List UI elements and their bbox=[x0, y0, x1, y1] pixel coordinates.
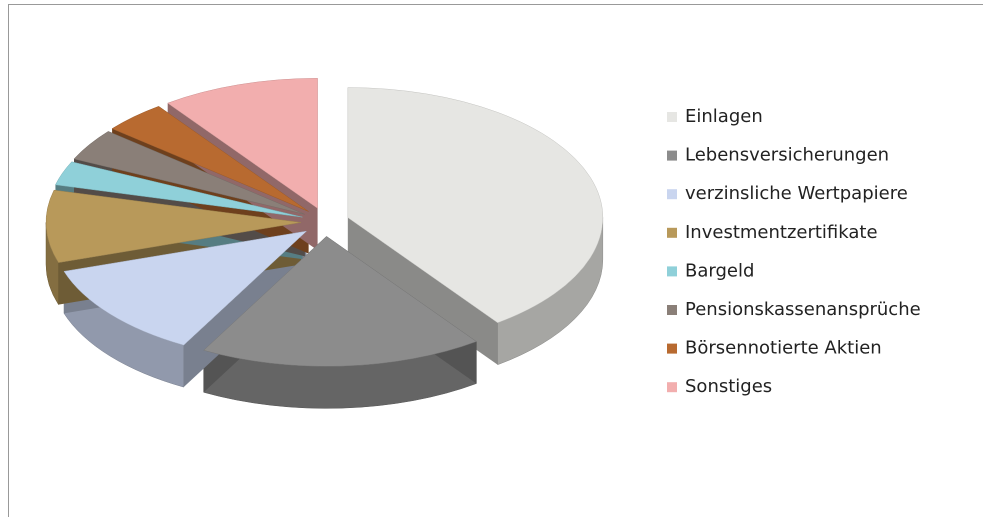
legend-swatch bbox=[667, 112, 677, 122]
slice bbox=[111, 106, 309, 212]
slice-cut bbox=[347, 217, 498, 365]
legend-swatch bbox=[667, 227, 677, 238]
legend-label: verzinsliche Wertpapiere bbox=[685, 183, 908, 204]
legend-swatch bbox=[667, 382, 677, 393]
slice bbox=[45, 189, 302, 263]
slice bbox=[347, 87, 604, 324]
slice bbox=[73, 131, 305, 215]
legend-swatch bbox=[667, 343, 677, 354]
legend-swatch bbox=[667, 266, 677, 277]
chart-frame bbox=[8, 4, 983, 517]
legend-label: Lebensversicherungen bbox=[685, 145, 889, 166]
legend-label: Börsennotierte Aktien bbox=[685, 338, 882, 359]
legend-swatch bbox=[667, 189, 677, 200]
legend-label: Pensionskassenansprüche bbox=[685, 299, 921, 320]
slice bbox=[63, 230, 308, 346]
legend-label: Investmentzertifikate bbox=[685, 222, 878, 243]
slice bbox=[203, 236, 477, 367]
slice bbox=[55, 161, 303, 218]
legend-swatch bbox=[667, 150, 677, 161]
legend-label: Einlagen bbox=[685, 106, 763, 127]
legend-label: Bargeld bbox=[685, 260, 754, 281]
legend-label: Sonstiges bbox=[685, 376, 772, 397]
slice bbox=[167, 78, 318, 209]
legend-swatch bbox=[667, 305, 677, 315]
